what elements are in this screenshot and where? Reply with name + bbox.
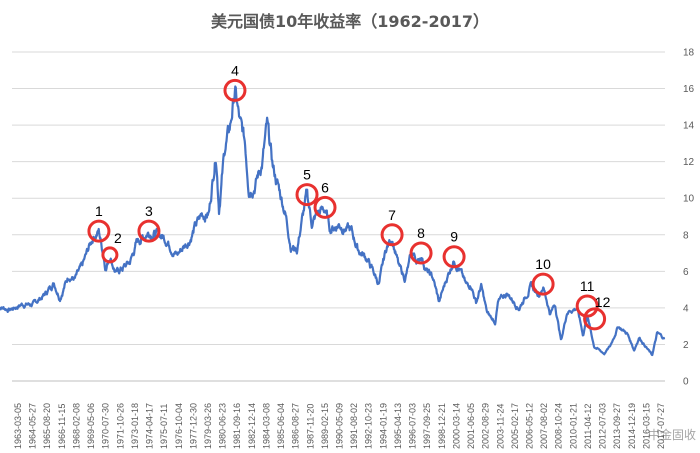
annotation-circle — [313, 195, 337, 219]
x-tick-label: 1984-03-08 — [261, 403, 271, 449]
x-tick-label: 2011-04-12 — [583, 404, 593, 449]
x-tick-label: 2008-10-24 — [554, 403, 564, 449]
y-tick-label: 10 — [683, 194, 695, 205]
x-tick-label: 2006-05-12 — [524, 403, 534, 449]
annotation-label: 3 — [145, 203, 153, 219]
annotation-label: 5 — [303, 167, 311, 183]
x-tick-label: 1965-08-20 — [42, 403, 52, 449]
gridlines — [12, 51, 665, 382]
annotation-label: 6 — [321, 179, 329, 195]
x-tick-label: 2001-06-05 — [466, 403, 476, 449]
y-tick-label: 4 — [683, 303, 689, 314]
x-tick-label: 2005-02-17 — [510, 403, 520, 449]
x-axis-ticks: 1963-03-05 1964-05-27 1965-08-20 1966-11-15… — [13, 403, 666, 449]
y-tick-label: 12 — [683, 157, 695, 168]
y-tick-label: 16 — [683, 84, 695, 95]
x-tick-label: 1964-05-27 — [28, 403, 38, 449]
annotation-circle — [137, 219, 161, 243]
y-tick-label: 8 — [683, 230, 689, 241]
x-tick-label: 2013-09-27 — [612, 403, 622, 449]
annotation-circle — [442, 245, 466, 269]
x-tick-label: 2003-11-24 — [495, 404, 505, 449]
y-tick-label: 2 — [683, 340, 689, 351]
annotation-circle — [575, 294, 599, 318]
x-tick-label: 1975-07-11 — [159, 404, 169, 449]
y-axis-ticks: 0 2 4 6 8 10 12 14 16 18 — [683, 48, 695, 388]
annotation-circle — [380, 223, 404, 247]
y-tick-label: 18 — [683, 48, 695, 59]
x-tick-label: 1994-01-19 — [378, 403, 388, 449]
annotation-label: 11 — [580, 278, 595, 294]
annotation-label: 9 — [450, 229, 458, 245]
annotation-circle — [87, 219, 111, 243]
annotation-label: 10 — [535, 256, 551, 272]
x-tick-label: 1980-06-23 — [218, 403, 228, 449]
x-tick-label: 1971-10-26 — [115, 403, 125, 449]
annotation-circle — [531, 272, 555, 296]
x-tick-label: 1966-11-15 — [57, 404, 67, 449]
x-tick-label: 1963-03-05 — [13, 403, 23, 449]
annotation-label: 8 — [417, 225, 425, 241]
x-tick-label: 2017-07-27 — [656, 403, 666, 449]
x-tick-label: 1995-04-13 — [393, 403, 403, 449]
x-tick-label: 1970-07-30 — [101, 403, 111, 449]
annotation-label: 1 — [95, 203, 103, 219]
annotation-label: 4 — [231, 62, 239, 78]
annotation-circle — [583, 307, 607, 331]
x-tick-label: 2014-12-19 — [627, 403, 637, 449]
x-tick-label: 1997-09-25 — [422, 403, 432, 449]
x-tick-label: 1977-12-30 — [188, 403, 198, 449]
annotation-label: 7 — [388, 207, 396, 223]
chart-title: 美元国债10年收益率（1962-2017） — [211, 12, 489, 31]
watermark: 中金固收 — [647, 428, 696, 442]
y-tick-label: 0 — [683, 377, 689, 388]
x-tick-label: 2012-07-03 — [598, 403, 608, 449]
x-tick-label: 2007-08-02 — [539, 403, 549, 449]
x-tick-label: 2002-08-29 — [481, 403, 491, 449]
x-tick-label: 1976-10-04 — [174, 403, 184, 449]
annotation-circle — [295, 183, 319, 207]
x-tick-label: 1989-02-15 — [320, 403, 330, 449]
x-tick-label: 1991-08-02 — [349, 403, 359, 449]
x-tick-label: 1992-10-23 — [364, 403, 374, 449]
x-tick-label: 1973-01-18 — [130, 403, 140, 449]
x-tick-label: 1986-08-27 — [291, 403, 301, 449]
x-tick-label: 1998-12-21 — [437, 403, 447, 449]
x-tick-label: 1968-02-08 — [71, 403, 81, 449]
x-tick-label: 1981-09-16 — [232, 403, 242, 449]
y-tick-label: 6 — [683, 267, 689, 278]
x-tick-label: 1996-07-03 — [408, 403, 418, 449]
x-tick-label: 1990-05-09 — [335, 403, 345, 449]
annotation-circle — [409, 241, 433, 265]
x-tick-label: 1969-05-06 — [86, 403, 96, 449]
annotation-circle — [101, 246, 119, 264]
y-tick-label: 14 — [683, 121, 695, 132]
x-tick-label: 1985-06-04 — [276, 403, 286, 449]
annotation-circle — [223, 78, 247, 102]
x-tick-label: 1974-04-17 — [145, 403, 155, 449]
x-tick-label: 1982-12-14 — [247, 403, 257, 449]
x-tick-label: 1979-03-26 — [203, 403, 213, 449]
x-tick-label: 2010-01-21 — [568, 403, 578, 449]
x-tick-label: 2000-03-14 — [451, 403, 461, 449]
annotation-label: 12 — [595, 294, 611, 310]
annotation-label: 2 — [114, 230, 122, 246]
x-tick-label: 2016-03-15 — [641, 403, 651, 449]
x-tick-label: 1987-11-20 — [305, 404, 315, 449]
